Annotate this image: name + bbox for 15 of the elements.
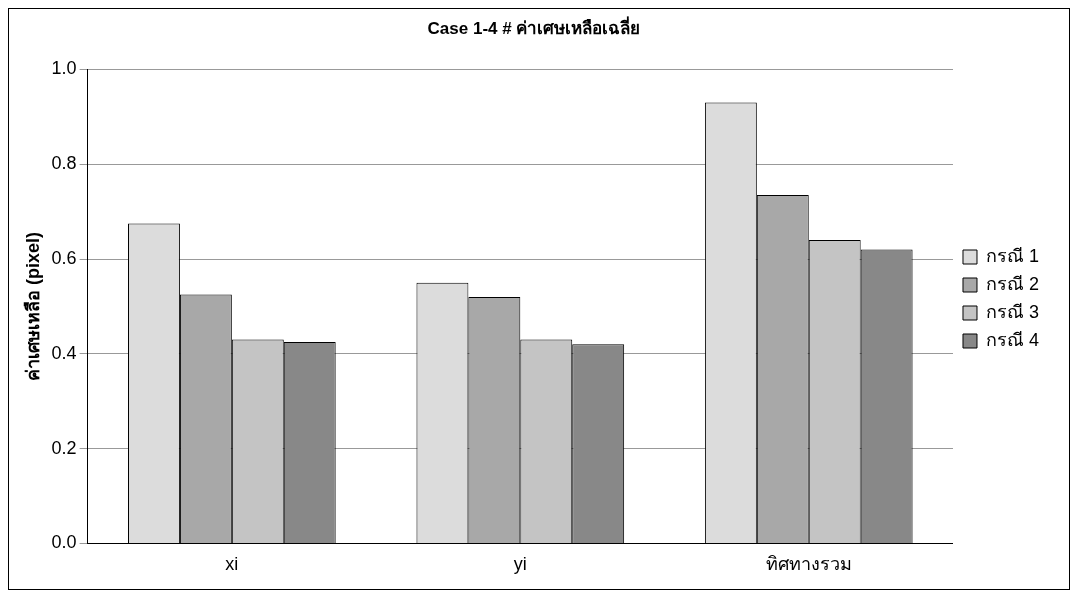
- y-tick-label: 1.0: [51, 58, 77, 79]
- chart-title: Case 1-4 # ค่าเศษเหลือเฉลี่ย: [427, 15, 641, 38]
- legend-label: กรณี 1: [985, 245, 1039, 266]
- y-tick-label: 0.4: [51, 342, 77, 363]
- y-axis-title: ค่าเศษเหลือ (pixel): [22, 231, 43, 381]
- y-tick-label: 0.8: [51, 153, 77, 174]
- x-tick-label: xi: [225, 554, 239, 575]
- x-tick-label: yi: [513, 554, 527, 575]
- legend-label: กรณี 3: [985, 301, 1039, 322]
- legend-label: กรณี 4: [985, 329, 1039, 350]
- y-tick-label: 0.2: [51, 437, 77, 458]
- y-tick-label: 0.6: [51, 247, 77, 268]
- y-tick-label: 0.0: [51, 532, 77, 553]
- legend-label: กรณี 2: [985, 273, 1039, 294]
- x-tick-label: ทิศทางรวม: [765, 554, 852, 575]
